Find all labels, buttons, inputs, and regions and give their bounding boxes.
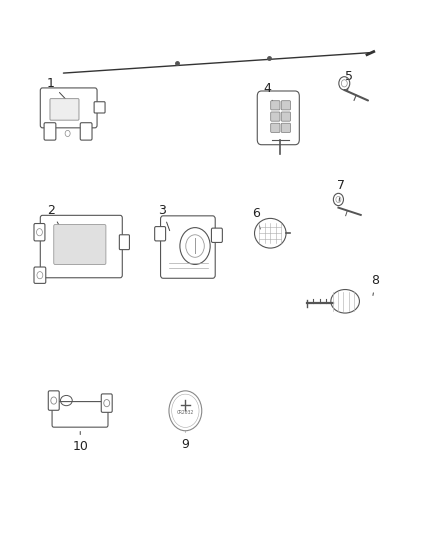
FancyBboxPatch shape (101, 394, 112, 413)
FancyBboxPatch shape (48, 391, 59, 410)
FancyBboxPatch shape (281, 123, 290, 132)
FancyBboxPatch shape (40, 88, 97, 128)
Text: CR2032: CR2032 (177, 410, 194, 415)
FancyBboxPatch shape (52, 401, 108, 427)
FancyBboxPatch shape (34, 223, 45, 241)
FancyBboxPatch shape (119, 235, 130, 249)
FancyBboxPatch shape (212, 228, 223, 243)
Text: 3: 3 (158, 204, 170, 231)
Text: 6: 6 (252, 207, 260, 229)
FancyBboxPatch shape (281, 112, 290, 121)
FancyBboxPatch shape (34, 267, 46, 284)
FancyBboxPatch shape (271, 123, 280, 132)
FancyBboxPatch shape (54, 224, 106, 264)
Text: 8: 8 (371, 274, 379, 295)
Text: 4: 4 (263, 82, 272, 101)
Text: 2: 2 (47, 204, 62, 231)
Text: 7: 7 (337, 179, 345, 201)
FancyBboxPatch shape (257, 91, 299, 145)
FancyBboxPatch shape (44, 123, 56, 140)
FancyBboxPatch shape (50, 99, 79, 120)
FancyBboxPatch shape (271, 112, 280, 121)
FancyBboxPatch shape (40, 215, 122, 278)
FancyBboxPatch shape (271, 101, 280, 110)
FancyBboxPatch shape (281, 101, 290, 110)
FancyBboxPatch shape (155, 227, 166, 241)
FancyBboxPatch shape (80, 123, 92, 140)
Text: 10: 10 (72, 432, 88, 453)
FancyBboxPatch shape (94, 102, 105, 113)
Text: 1: 1 (47, 77, 72, 106)
Text: 9: 9 (181, 432, 189, 450)
FancyBboxPatch shape (161, 216, 215, 278)
Text: 5: 5 (345, 70, 353, 91)
